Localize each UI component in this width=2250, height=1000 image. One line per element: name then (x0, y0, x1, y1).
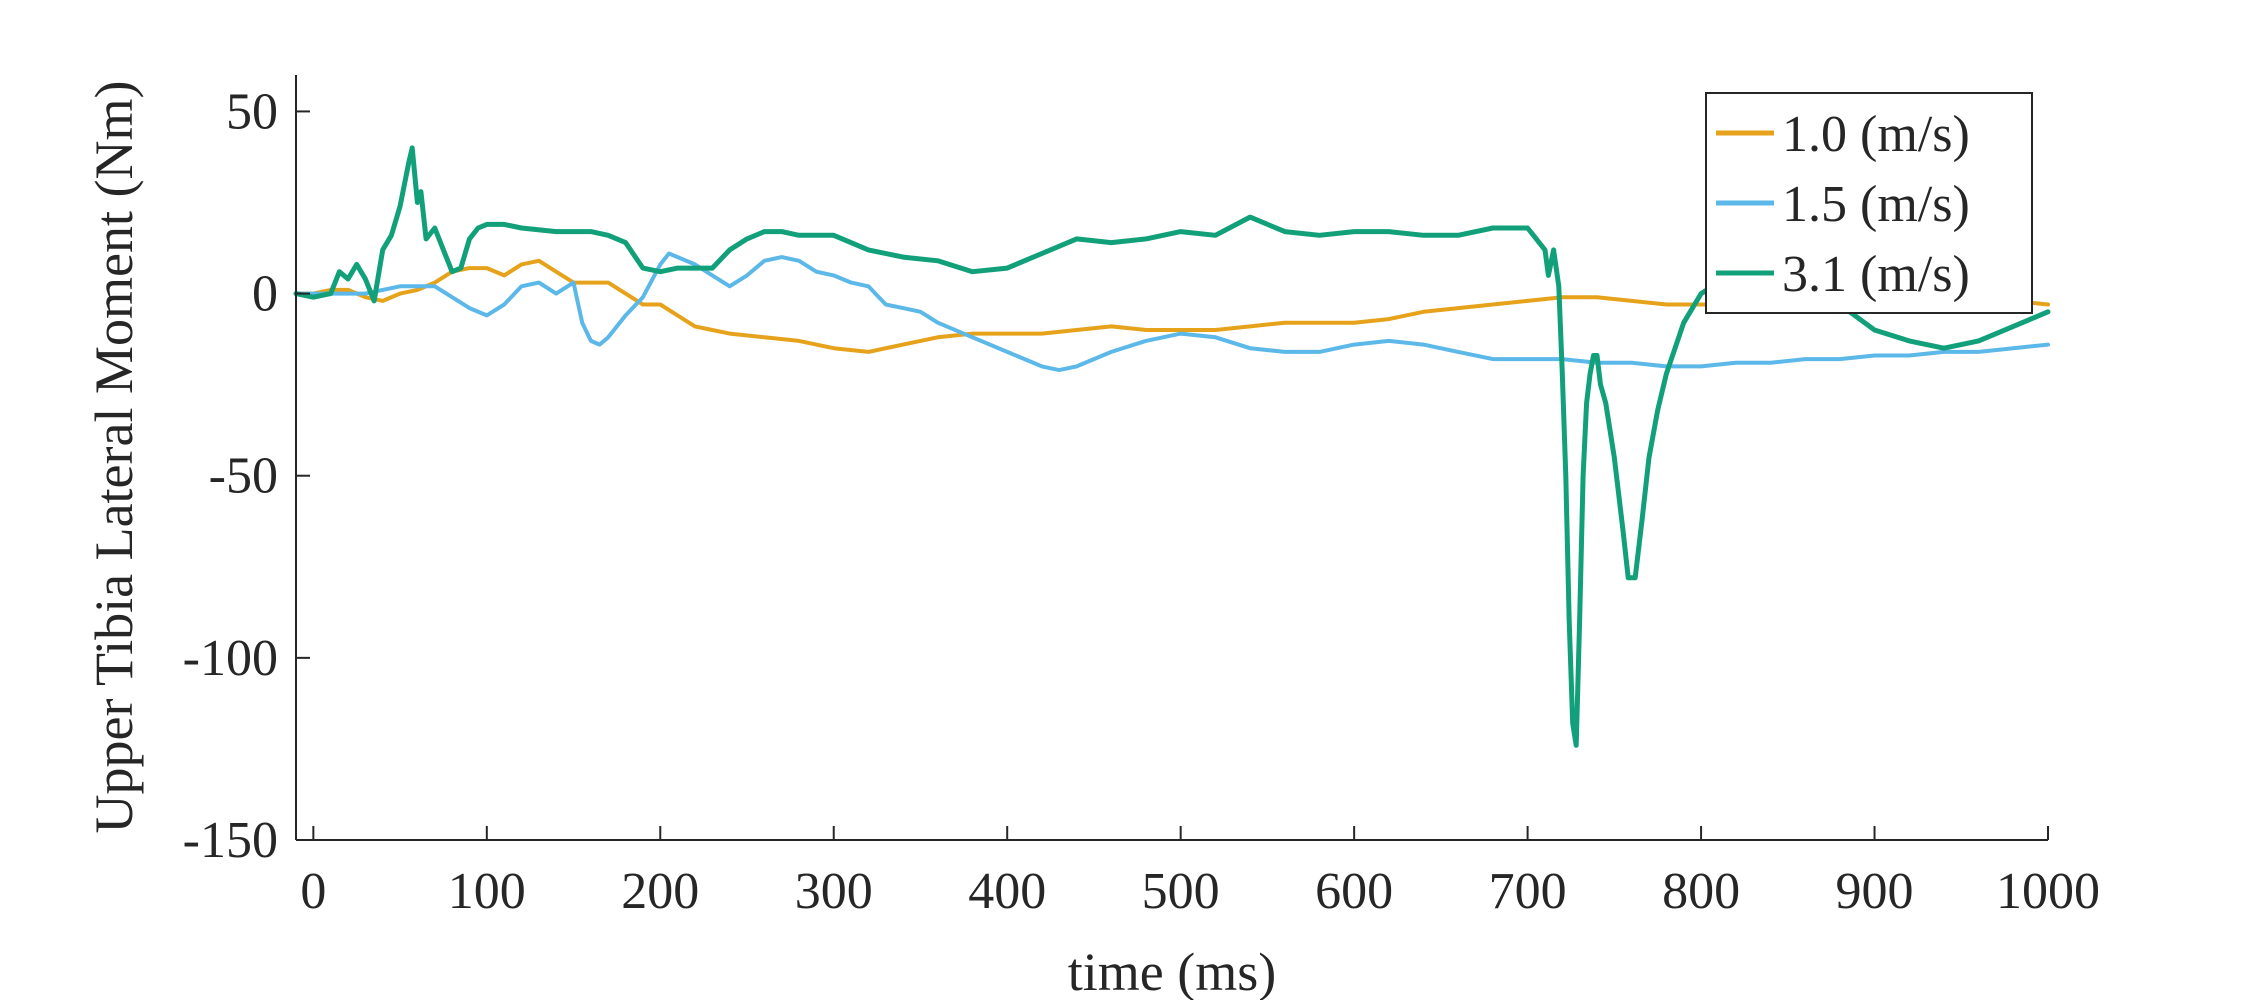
legend: 1.0 (m/s) 1.5 (m/s) 3.1 (m/s) (1705, 92, 2033, 314)
x-tick-label: 1000 (1996, 863, 2100, 920)
legend-label-1: 1.0 (m/s) (1782, 106, 1970, 163)
x-tick-label: 500 (1142, 863, 1220, 920)
y-axis-title: Upper Tibia Lateral Moment (Nm) (84, 81, 144, 834)
plot-area (293, 145, 2051, 748)
x-tick-label: 0 (300, 863, 326, 920)
y-tick-label: -50 (209, 448, 278, 505)
x-tick-label: 800 (1662, 863, 1740, 920)
series-line-2 (294, 251, 2050, 373)
x-tick-label: 600 (1315, 863, 1393, 920)
x-tick-label: 100 (448, 863, 526, 920)
series-line-1 (294, 258, 2050, 354)
x-tick-label: 700 (1489, 863, 1567, 920)
y-tick-label: -150 (183, 812, 278, 869)
ticks: 0 100 200 300 400 500 600 700 800 900 1000500-50-1… (183, 83, 2100, 920)
legend-label-3: 3.1 (m/s) (1782, 246, 1970, 303)
y-tick-label: -100 (183, 630, 278, 687)
x-tick-label: 200 (621, 863, 699, 920)
y-tick-label: 50 (226, 83, 278, 140)
series-line-3 (293, 145, 2051, 748)
x-tick-label: 300 (795, 863, 873, 920)
axes (295, 75, 2048, 841)
x-tick-label: 900 (1836, 863, 1914, 920)
x-tick-label: 400 (968, 863, 1046, 920)
x-axis-title: time (ms) (1068, 942, 1276, 1000)
legend-label-2: 1.5 (m/s) (1782, 176, 1970, 233)
y-tick-label: 0 (252, 266, 278, 323)
